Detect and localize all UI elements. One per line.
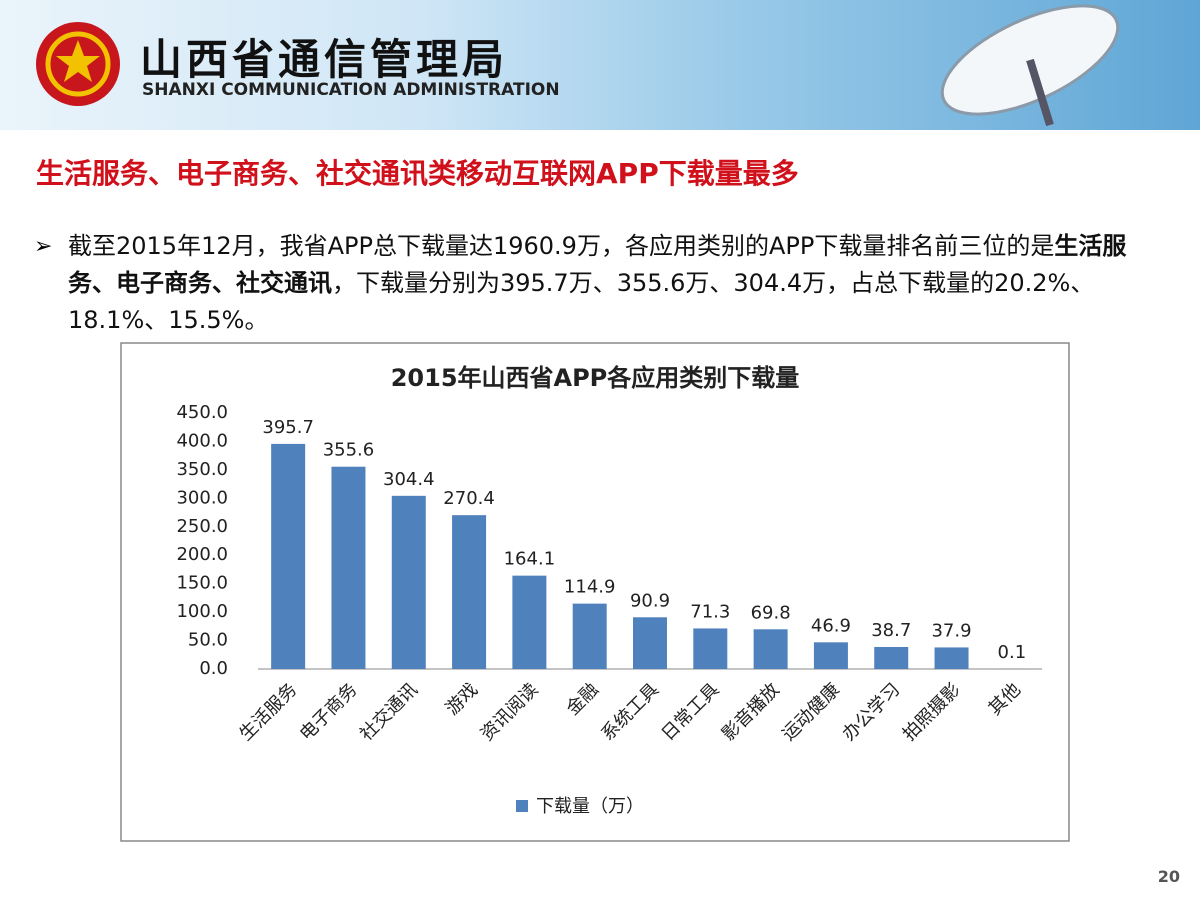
bar bbox=[753, 629, 788, 669]
bar bbox=[693, 628, 728, 669]
value-label: 46.9 bbox=[811, 615, 851, 636]
value-label: 114.9 bbox=[564, 577, 616, 598]
header-title: 山西省通信管理局 bbox=[140, 35, 509, 84]
value-label: 270.4 bbox=[443, 488, 495, 509]
y-tick-label: 200.0 bbox=[176, 544, 228, 565]
y-tick-label: 450.0 bbox=[176, 402, 228, 423]
bar bbox=[271, 443, 306, 669]
bar bbox=[934, 647, 969, 669]
bar bbox=[452, 515, 487, 669]
text: 截至2015年12月，我省APP总下载量达1960.9万，各应用类别的APP下载… bbox=[68, 232, 1055, 260]
header-art bbox=[36, 4, 1120, 127]
page-number: 20 bbox=[1157, 867, 1180, 886]
bold-text: 生活服务、电子商务、社交通讯 bbox=[68, 232, 1127, 297]
y-tick-label: 150.0 bbox=[176, 573, 228, 594]
bar bbox=[633, 617, 667, 669]
bar bbox=[391, 495, 426, 669]
chart-frame bbox=[120, 342, 1070, 842]
legend-swatch bbox=[516, 800, 528, 812]
value-label: 38.7 bbox=[871, 620, 911, 641]
dish-stand bbox=[1026, 58, 1054, 127]
header-subtitle: SHANXI COMMUNICATION ADMINISTRATION bbox=[142, 80, 560, 100]
bar bbox=[572, 603, 607, 669]
value-label: 0.1 bbox=[998, 642, 1027, 663]
emblem-star bbox=[56, 40, 100, 82]
bullet-text: 截至2015年12月，我省APP总下载量达1960.9万，各应用类别的APP下载… bbox=[68, 228, 1148, 339]
value-label: 90.9 bbox=[630, 590, 670, 611]
y-tick-label: 50.0 bbox=[188, 630, 228, 651]
legend-label: 下载量（万） bbox=[536, 796, 644, 817]
header-banner: 山西省通信管理局 SHANXI COMMUNICATION ADMINISTRA… bbox=[0, 0, 1200, 130]
value-label: 304.4 bbox=[383, 469, 435, 490]
slide-heading: 生活服务、电子商务、社交通讯类移动互联网APP下载量最多 bbox=[36, 157, 799, 190]
chart: 2015年山西省APP各应用类别下载量 0.0 50.0 100.0 150.0 200… bbox=[120, 342, 1070, 842]
y-tick-label: 300.0 bbox=[176, 487, 228, 508]
y-tick-label: 400.0 bbox=[176, 430, 228, 451]
y-tick-label: 250.0 bbox=[176, 516, 228, 537]
bar bbox=[331, 466, 366, 669]
y-tick-label: 350.0 bbox=[176, 459, 228, 480]
y-tick-label: 100.0 bbox=[176, 601, 228, 622]
value-label: 395.7 bbox=[262, 417, 314, 438]
value-label: 164.1 bbox=[504, 549, 556, 570]
bar bbox=[813, 642, 848, 669]
bullet-marker: ➢ bbox=[34, 234, 53, 259]
value-label: 69.8 bbox=[751, 602, 791, 623]
chart-title: 2015年山西省APP各应用类别下载量 bbox=[391, 364, 800, 392]
value-label: 355.6 bbox=[323, 440, 375, 461]
bar bbox=[512, 575, 547, 669]
emblem-ring bbox=[45, 31, 111, 97]
bar bbox=[874, 646, 909, 669]
y-tick-label: 0.0 bbox=[199, 658, 228, 679]
text: ，下载量分别为395.7万、355.6万、304.4万，占总下载量的20.2%、… bbox=[68, 269, 1095, 334]
value-label: 71.3 bbox=[690, 601, 730, 622]
value-label: 37.9 bbox=[931, 620, 971, 641]
